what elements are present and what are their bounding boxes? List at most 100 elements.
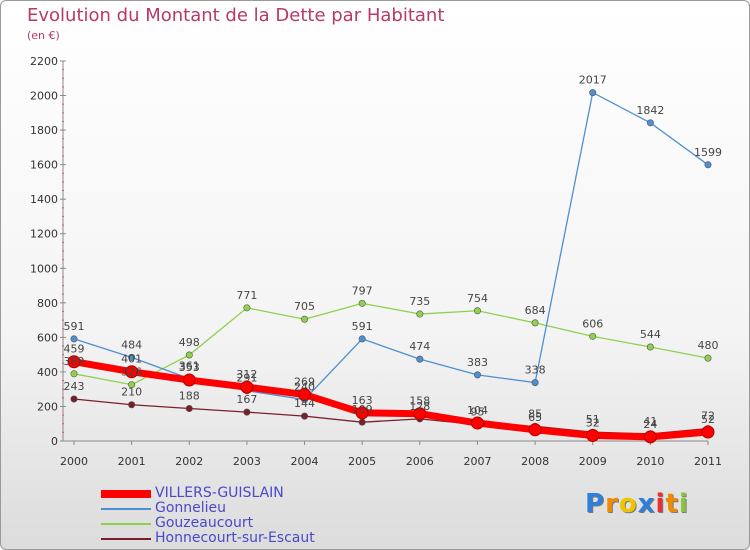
logo-letter: r bbox=[605, 489, 619, 519]
data-label-gouzeaucourt: 705 bbox=[294, 300, 315, 313]
data-label-villers-guislain: 24 bbox=[643, 418, 657, 431]
data-label-villers-guislain: 52 bbox=[701, 413, 715, 426]
data-point-gonnelieu bbox=[128, 353, 136, 361]
data-label-villers-guislain: 104 bbox=[467, 404, 488, 417]
data-label-gouzeaucourt: 754 bbox=[467, 292, 488, 305]
x-tick-label: 2000 bbox=[60, 455, 88, 468]
data-point-gouzeaucourt bbox=[70, 370, 78, 378]
legend-swatch bbox=[101, 508, 151, 510]
data-point-gonnelieu bbox=[70, 335, 78, 343]
data-point-gouzeaucourt bbox=[531, 319, 539, 327]
data-point-honnecourt-sur-escaut bbox=[185, 405, 193, 413]
x-tick-label: 2008 bbox=[521, 455, 549, 468]
x-tick-label: 2002 bbox=[175, 455, 203, 468]
data-label-honnecourt-sur-escaut: 109 bbox=[352, 403, 373, 416]
data-point-honnecourt-sur-escaut bbox=[128, 401, 136, 409]
data-label-gonnelieu: 240 bbox=[294, 381, 315, 394]
logo-letter: i bbox=[655, 489, 666, 519]
data-label-gonnelieu: 361 bbox=[179, 360, 200, 373]
chart-subtitle: (en €) bbox=[27, 29, 60, 42]
logo-letter: x bbox=[637, 489, 656, 519]
data-point-gouzeaucourt bbox=[185, 351, 193, 359]
data-label-villers-guislain: 32 bbox=[586, 416, 600, 429]
data-point-villers-guislain bbox=[125, 365, 139, 379]
x-tick-label: 2006 bbox=[406, 455, 434, 468]
data-label-honnecourt-sur-escaut: 188 bbox=[179, 390, 200, 403]
data-point-villers-guislain bbox=[528, 423, 542, 437]
y-tick-label: 200 bbox=[37, 400, 58, 413]
x-tick-label: 2001 bbox=[118, 455, 146, 468]
data-label-gouzeaucourt: 480 bbox=[698, 339, 719, 352]
data-label-gonnelieu: 474 bbox=[409, 340, 430, 353]
data-point-honnecourt-sur-escaut bbox=[70, 395, 78, 403]
data-point-gonnelieu bbox=[473, 371, 481, 379]
data-label-gonnelieu: 1842 bbox=[636, 104, 664, 117]
data-point-gonnelieu bbox=[358, 335, 366, 343]
data-label-honnecourt-sur-escaut: 167 bbox=[236, 393, 257, 406]
legend-swatch bbox=[101, 538, 151, 540]
y-tick-label: 1200 bbox=[30, 228, 58, 241]
data-point-villers-guislain bbox=[701, 425, 715, 439]
data-label-villers-guislain: 158 bbox=[409, 395, 430, 408]
y-tick-label: 0 bbox=[51, 435, 58, 448]
data-label-honnecourt-sur-escaut: 85 bbox=[528, 407, 542, 420]
data-label-honnecourt-sur-escaut: 210 bbox=[121, 386, 142, 399]
logo-letter: P bbox=[585, 489, 606, 519]
data-label-gonnelieu: 338 bbox=[525, 364, 546, 377]
data-point-villers-guislain bbox=[67, 355, 81, 369]
data-label-villers-guislain: 65 bbox=[528, 411, 542, 424]
data-point-gouzeaucourt bbox=[301, 315, 309, 323]
data-point-gouzeaucourt bbox=[128, 381, 136, 389]
y-tick-label: 800 bbox=[37, 297, 58, 310]
x-tick-label: 2004 bbox=[291, 455, 319, 468]
data-label-gonnelieu: 1599 bbox=[694, 146, 722, 159]
data-label-honnecourt-sur-escaut: 243 bbox=[64, 380, 85, 393]
data-point-gouzeaucourt bbox=[416, 310, 424, 318]
data-point-villers-guislain bbox=[355, 406, 369, 420]
data-label-gouzeaucourt: 606 bbox=[582, 317, 603, 330]
data-label-gouzeaucourt: 771 bbox=[236, 289, 257, 302]
data-point-gouzeaucourt bbox=[243, 304, 251, 312]
proxiti-logo: Proxiti bbox=[585, 489, 689, 519]
data-label-gouzeaucourt: 389 bbox=[64, 355, 85, 368]
data-point-gonnelieu bbox=[646, 119, 654, 127]
data-point-honnecourt-sur-escaut bbox=[358, 418, 366, 426]
data-label-gonnelieu: 2017 bbox=[579, 74, 607, 87]
data-label-gouzeaucourt: 326 bbox=[121, 366, 142, 379]
y-tick-label: 2200 bbox=[30, 55, 58, 68]
legend-label: VILLERS-GUISLAIN bbox=[155, 485, 284, 501]
x-tick-label: 2007 bbox=[463, 455, 491, 468]
series-line-gonnelieu bbox=[73, 91, 709, 401]
y-tick-label: 400 bbox=[37, 366, 58, 379]
series-line-villers-guislain bbox=[70, 358, 712, 441]
chart-title: Evolution du Montant de la Dette par Hab… bbox=[27, 5, 445, 26]
data-point-villers-guislain bbox=[470, 416, 484, 430]
data-point-gouzeaucourt bbox=[473, 307, 481, 315]
data-point-honnecourt-sur-escaut bbox=[301, 412, 309, 420]
y-tick-label: 1400 bbox=[30, 193, 58, 206]
legend-swatch bbox=[101, 490, 151, 498]
y-tick-label: 600 bbox=[37, 331, 58, 344]
data-point-villers-guislain bbox=[413, 407, 427, 421]
data-point-villers-guislain bbox=[586, 428, 600, 442]
data-point-gouzeaucourt bbox=[358, 299, 366, 307]
data-label-honnecourt-sur-escaut: 144 bbox=[294, 397, 315, 410]
data-label-honnecourt-sur-escaut: 41 bbox=[643, 415, 657, 428]
data-label-gonnelieu: 383 bbox=[467, 356, 488, 369]
data-label-gouzeaucourt: 797 bbox=[352, 284, 373, 297]
legend-label: Honnecourt-sur-Escaut bbox=[155, 530, 315, 546]
y-tick-label: 1600 bbox=[30, 159, 58, 172]
data-label-gonnelieu: 291 bbox=[236, 372, 257, 385]
legend-label: Gonnelieu bbox=[155, 500, 227, 516]
x-tick-label: 2003 bbox=[233, 455, 261, 468]
y-tick-label: 1000 bbox=[30, 262, 58, 275]
logo-letter: o bbox=[618, 489, 638, 519]
data-label-honnecourt-sur-escaut: 128 bbox=[409, 400, 430, 413]
legend-label: Gouzeaucourt bbox=[155, 515, 254, 531]
data-label-honnecourt-sur-escaut: 72 bbox=[701, 410, 715, 423]
data-label-gouzeaucourt: 735 bbox=[409, 295, 430, 308]
data-label-gonnelieu: 591 bbox=[64, 320, 85, 333]
data-point-villers-guislain bbox=[298, 388, 312, 402]
